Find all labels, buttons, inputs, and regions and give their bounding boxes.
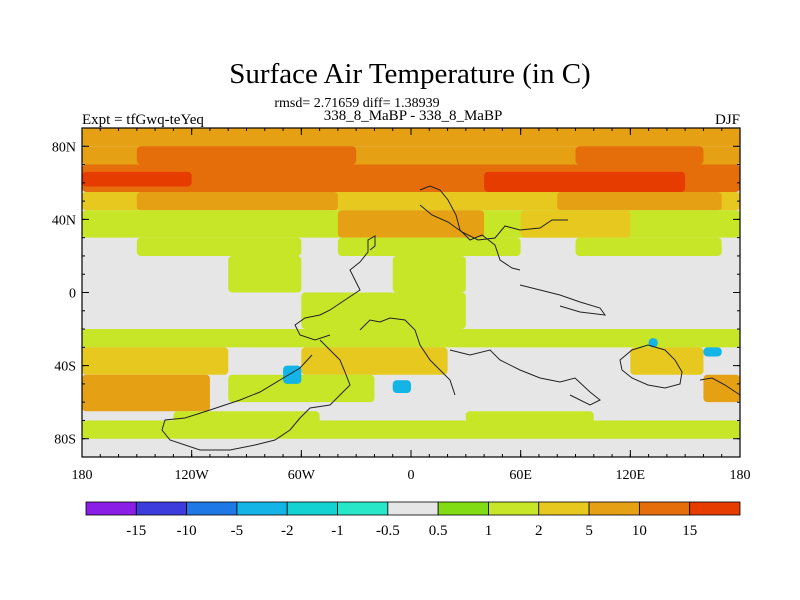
colorbar-label-9: 5 <box>585 523 593 539</box>
colorbar-swatch-7 <box>437 501 489 516</box>
y-tick-label-2: 0 <box>69 287 76 302</box>
temperature-band-18 <box>301 292 466 330</box>
experiment-label: Expt = tfGwq-teYeq <box>82 112 204 128</box>
temperature-band-12 <box>520 210 631 238</box>
colorbar-label-1: -10 <box>177 523 197 539</box>
x-tick-label-6: 180 <box>730 468 751 483</box>
x-tick-label-2: 60W <box>288 468 316 483</box>
temperature-band-8 <box>136 191 338 211</box>
x-tick-label-4: 60E <box>509 468 532 483</box>
coastline-australia <box>619 344 683 389</box>
temperature-band-24 <box>228 374 375 403</box>
y-axis-ticks: 80N 40N 0 40S 80S <box>52 127 740 458</box>
coastline-east-pacific <box>699 377 741 396</box>
temperature-band-2 <box>136 146 357 165</box>
colorbar-swatch-5 <box>337 501 389 516</box>
colorbar-label-5: -0.5 <box>376 523 400 539</box>
colorbar-label-6: 0.5 <box>429 523 448 539</box>
temperature-band-30 <box>392 380 411 394</box>
coastline-south-asia <box>519 284 607 316</box>
colorbar-label-11: 15 <box>682 523 697 539</box>
colorbar-swatch-10 <box>588 501 640 516</box>
temperature-band-13 <box>136 237 302 256</box>
temperature-band-11 <box>337 210 485 238</box>
temperature-band-17 <box>392 255 466 293</box>
x-tick-label-0: 180 <box>72 468 93 483</box>
temperature-band-3 <box>575 146 704 165</box>
y-tick-label-3: 40S <box>54 360 76 375</box>
x-tick-label-5: 120E <box>616 468 646 483</box>
x-tick-label-1: 120W <box>175 468 210 483</box>
temperature-band-25 <box>703 374 740 403</box>
temperature-band-21 <box>301 347 448 375</box>
coastline-north-america <box>294 235 376 341</box>
colorbar-label-0: -15 <box>126 523 146 539</box>
temperature-band-32 <box>703 347 722 357</box>
x-axis-ticks: 180 120W 60W 0 60E 120E 180 <box>72 128 751 483</box>
coastline-asia-east <box>419 204 568 241</box>
temperature-band-31 <box>648 338 658 348</box>
coastline-outlines <box>161 185 741 451</box>
colorbar-label-10: 10 <box>632 523 647 539</box>
colorbar-swatch-11 <box>638 501 691 516</box>
colorbar-swatch-6 <box>387 501 439 516</box>
colorbar-label-4: -1 <box>331 523 344 539</box>
temperature-band-9 <box>557 191 722 211</box>
temperature-band-23 <box>82 374 210 412</box>
temperature-band-28 <box>82 420 740 439</box>
chart-title: Surface Air Temperature (in C) <box>229 58 590 90</box>
plot-area: 180 120W 60W 0 60E 120E 180 80N 40N 0 40S 80S <box>52 127 751 483</box>
y-tick-label-0: 80N <box>52 140 76 155</box>
temperature-band-14 <box>337 237 521 256</box>
colorbar-label-2: -5 <box>231 523 244 539</box>
colorbar-swatch-1 <box>135 501 188 516</box>
coastline-south-america <box>161 339 351 451</box>
chart-stats: rmsd= 2.71659 diff= 1.38939 <box>274 96 439 111</box>
comparison-label: 338_8_MaBP - 338_8_MaBP <box>324 108 503 124</box>
temperature-band-19 <box>82 329 740 348</box>
season-label: DJF <box>715 112 740 128</box>
colorbar-swatch-2 <box>186 501 238 516</box>
coastline-antarctic-ridge <box>449 349 601 406</box>
temperature-band-6 <box>484 171 686 192</box>
colorbar-label-8: 2 <box>535 523 543 539</box>
y-tick-label-4: 80S <box>54 433 76 448</box>
coastline-africa <box>359 317 456 396</box>
temperature-band-16 <box>228 255 302 293</box>
temperature-band-0 <box>82 128 740 147</box>
temperature-band-5 <box>82 171 192 187</box>
temperature-field <box>82 128 740 439</box>
temperature-band-15 <box>575 237 722 256</box>
colorbar-swatch-12 <box>689 501 741 516</box>
colorbar-label-7: 1 <box>485 523 493 539</box>
colorbar-swatch-8 <box>488 501 540 516</box>
colorbar: -15 -10 -5 -2 -1 -0.5 0.5 1 2 5 10 15 <box>85 501 741 539</box>
colorbar-swatch-3 <box>236 501 288 516</box>
colorbar-swatch-0 <box>85 501 137 516</box>
colorbar-swatch-9 <box>538 501 590 516</box>
x-tick-label-3: 0 <box>408 468 415 483</box>
colorbar-label-3: -2 <box>281 523 294 539</box>
temperature-band-20 <box>82 347 229 375</box>
coastline-eurasia <box>419 185 521 271</box>
temperature-band-22 <box>630 347 704 375</box>
y-tick-label-1: 40N <box>52 213 76 228</box>
colorbar-swatch-4 <box>286 501 338 516</box>
